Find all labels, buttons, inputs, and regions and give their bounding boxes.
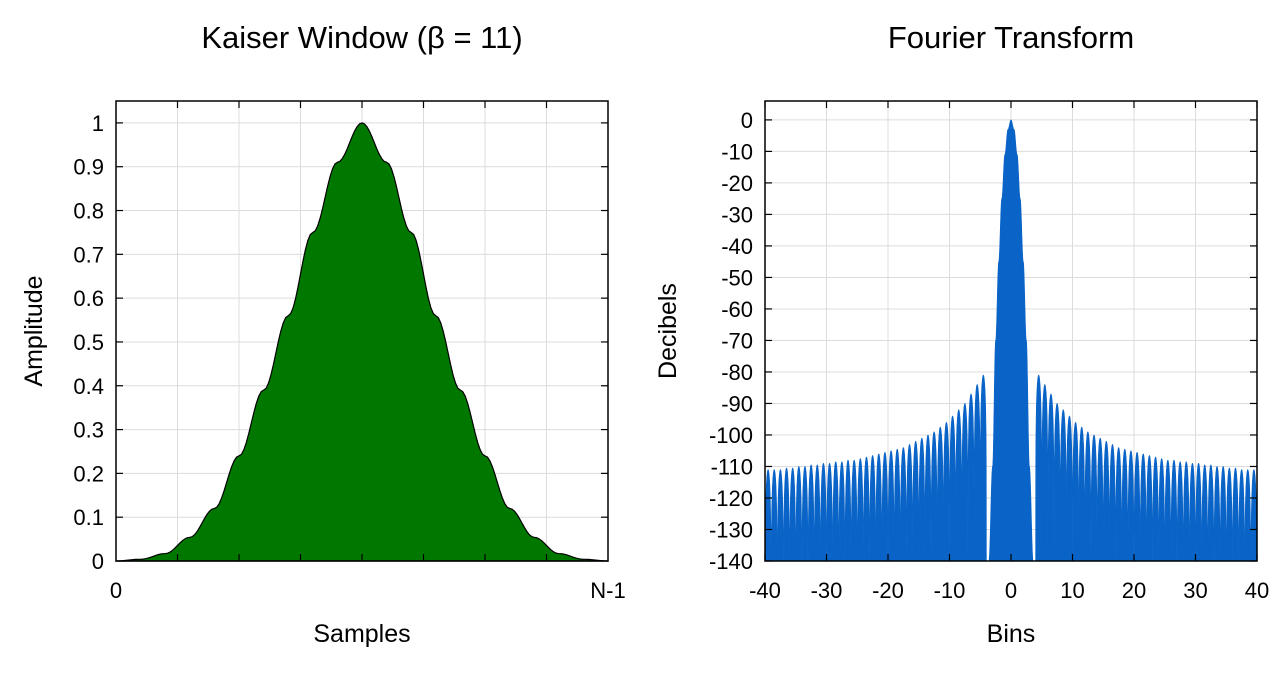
y-tick-label: 0.4	[73, 374, 104, 399]
y-tick-label: 0.7	[73, 242, 104, 267]
x-axis-label: Bins	[987, 620, 1036, 648]
y-tick-label: 0.1	[73, 505, 104, 530]
x-tick-label: -40	[749, 578, 781, 603]
spectrum-area	[764, 119, 1258, 562]
x-axis-label: Samples	[313, 620, 410, 648]
y-axis-label: Decibels	[654, 283, 682, 379]
y-tick-label: 1	[92, 111, 104, 136]
y-tick-label: -80	[721, 360, 753, 385]
x-tick-label: 0	[110, 578, 122, 603]
y-tick-label: -50	[721, 265, 753, 290]
x-tick-label: 10	[1060, 578, 1084, 603]
y-tick-label: -30	[721, 202, 753, 227]
y-tick-label: -20	[721, 171, 753, 196]
chart-title: Fourier Transform	[888, 20, 1134, 55]
x-tick-label: -30	[811, 578, 843, 603]
y-tick-label: 0	[741, 108, 753, 133]
x-tick-label: 0	[1005, 578, 1017, 603]
fourier-transform-chart: Fourier Transform Bins Decibels 0 -10 -20 -…	[654, 20, 1269, 648]
y-tick-label: 0.2	[73, 461, 104, 486]
y-tick-label: 0.3	[73, 418, 104, 443]
y-tick-label: 0.8	[73, 199, 104, 224]
y-tick-label: -40	[721, 234, 753, 259]
x-tick-label: 30	[1183, 578, 1207, 603]
window-area	[115, 122, 609, 562]
x-tick-label: 40	[1245, 578, 1269, 603]
y-tick-label: -10	[721, 139, 753, 164]
x-tick-label: -10	[934, 578, 966, 603]
y-tick-label: 0.9	[73, 155, 104, 180]
y-tick-label: -130	[709, 517, 753, 542]
x-tick-label: -20	[872, 578, 904, 603]
y-tick-label: -60	[721, 297, 753, 322]
y-tick-label: -100	[709, 423, 753, 448]
y-tick-label: -140	[709, 549, 753, 574]
x-tick-label: 20	[1122, 578, 1146, 603]
y-tick-label: -120	[709, 486, 753, 511]
y-tick-label: 0.6	[73, 286, 104, 311]
y-tick-label: 0.5	[73, 330, 104, 355]
y-tick-label: -90	[721, 391, 753, 416]
chart-title: Kaiser Window (β = 11)	[201, 20, 522, 55]
y-tick-label: -110	[711, 454, 753, 479]
y-tick-label: -70	[721, 328, 753, 353]
y-axis-label: Amplitude	[20, 275, 48, 386]
x-tick-label: N-1	[590, 578, 625, 603]
y-tick-label: 0	[92, 549, 104, 574]
kaiser-window-chart: Kaiser Window (β = 11) Samples Amplitude…	[20, 20, 626, 648]
